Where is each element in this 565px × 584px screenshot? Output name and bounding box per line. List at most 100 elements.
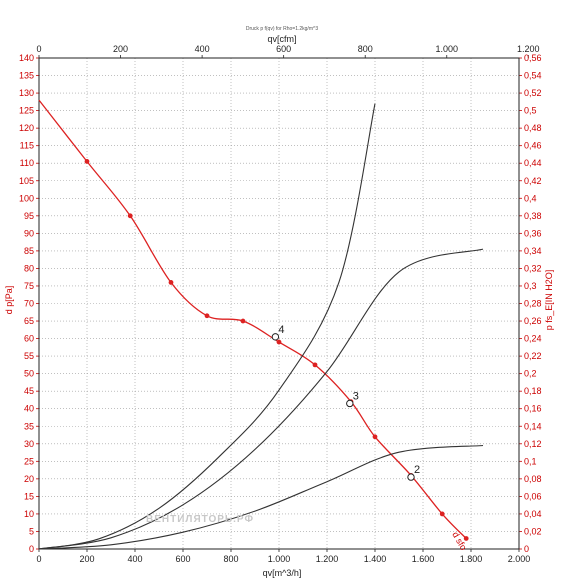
x-top-tick-label: 0 xyxy=(36,44,41,54)
y-left-tick-label: 20 xyxy=(24,474,34,484)
curve-marker xyxy=(463,536,469,541)
x-bottom-tick-label: 0 xyxy=(36,554,41,564)
x-bottom-tick-label: 1.400 xyxy=(364,554,387,564)
y-right-tick-label: 0,08 xyxy=(524,474,542,484)
operating-point-3 xyxy=(346,399,354,408)
series-layer xyxy=(38,99,484,550)
grid xyxy=(39,57,519,550)
y-left-tick-label: 85 xyxy=(24,246,34,256)
y-right-tick-label: 0,24 xyxy=(524,334,542,344)
curve-marker xyxy=(127,213,133,219)
y-right-tick-label: 0,56 xyxy=(524,53,542,63)
x-bottom-tick-label: 200 xyxy=(79,554,94,564)
x-top-tick-label: 400 xyxy=(195,44,210,54)
curve-marker xyxy=(240,318,246,324)
pressure-curve xyxy=(38,99,467,539)
x-bottom-tick-label: 1.800 xyxy=(460,554,483,564)
x-bottom-tick-label: 400 xyxy=(127,554,142,564)
y-right-tick-label: 0,04 xyxy=(524,509,542,519)
y-right-tick-label: 0,3 xyxy=(524,281,537,291)
y-left-tick-label: 55 xyxy=(24,351,34,361)
y-left-tick-label: 70 xyxy=(24,299,34,309)
y-left-tick-label: 115 xyxy=(20,141,34,151)
y-left-tick-label: 125 xyxy=(19,106,34,116)
x-top-tick-label: 600 xyxy=(276,44,291,54)
y-right-tick-label: 0,48 xyxy=(524,123,542,133)
y-right-tick-label: 0,34 xyxy=(524,246,542,256)
x-bottom-tick-label: 600 xyxy=(175,554,190,564)
x-top-tick-label: 800 xyxy=(358,44,373,54)
y-right-tick-label: 0,5 xyxy=(524,106,537,116)
y-right-tick-label: 0,32 xyxy=(524,263,542,273)
y-left-tick-label: 10 xyxy=(24,509,34,519)
curve-marker xyxy=(439,511,445,517)
y-left-tick-label: 5 xyxy=(29,526,34,536)
y-right-tick-label: 0,4 xyxy=(524,193,537,203)
operating-point-4 xyxy=(271,333,280,341)
curve-marker xyxy=(84,159,90,164)
y-left-tick-label: 25 xyxy=(24,456,34,466)
y-right-tick-label: 0,14 xyxy=(524,421,542,431)
y-left-tick-label: 135 xyxy=(19,71,34,81)
y-right-tick-label: 0,54 xyxy=(524,71,542,81)
x-top-tick-label: 1.200 xyxy=(517,44,540,54)
y-left-tick-label: 95 xyxy=(24,211,34,221)
x-bottom-tick-label: 1.600 xyxy=(412,554,435,564)
y-right-tick-label: 0,1 xyxy=(524,456,537,466)
x-bottom-tick-label: 800 xyxy=(223,554,238,564)
x-bottom-tick-label: 1.000 xyxy=(268,554,291,564)
y-left-tick-label: 120 xyxy=(19,123,34,133)
x-axis-title-top: qv[cfm] xyxy=(267,34,296,44)
y-right-tick-label: 0,42 xyxy=(524,176,542,186)
x-bottom-tick-label: 2.000 xyxy=(508,554,531,564)
y-left-tick-label: 0 xyxy=(29,544,34,554)
y-left-tick-label: 60 xyxy=(24,334,34,344)
operating-point-label: 3 xyxy=(353,390,359,402)
y-right-tick-label: 0,16 xyxy=(524,404,542,414)
y-axis-title-right: p fs_E[IN H2O] xyxy=(544,270,554,331)
system-curve-1 xyxy=(38,103,376,550)
y-left-tick-label: 80 xyxy=(24,263,34,273)
curve-marker xyxy=(312,362,318,368)
y-left-tick-label: 100 xyxy=(19,193,34,203)
y-left-tick-label: 140 xyxy=(19,53,34,63)
curve-marker xyxy=(372,434,378,440)
y-right-tick-label: 0,12 xyxy=(524,439,542,449)
chart-title: Druck p f(qv) for Rho=1.2kg/m^3 xyxy=(246,26,318,32)
plot-frame xyxy=(38,57,520,550)
operating-point-2 xyxy=(407,473,415,481)
operating-point-label: 2 xyxy=(414,464,420,476)
y-left-tick-label: 35 xyxy=(24,421,34,431)
x-axis-title-bottom: qv[m^3/h] xyxy=(263,568,302,578)
operating-points: 4 3 2 xyxy=(271,324,420,481)
y-axis-title-left: d p[Pa] xyxy=(4,286,14,315)
curve-marker xyxy=(276,339,282,345)
y-left-tick-label: 65 xyxy=(24,316,34,326)
system-curve-2 xyxy=(38,248,484,550)
y-right-tick-label: 0,18 xyxy=(524,386,542,396)
y-right-tick-label: 0,28 xyxy=(524,299,542,309)
y-right-tick-label: 0,2 xyxy=(524,369,537,379)
y-right-tick-label: 0,44 xyxy=(524,158,542,168)
y-left-tick-label: 45 xyxy=(24,386,34,396)
watermark: ВЕНТИЛЯТОРЬ.РФ xyxy=(146,514,254,525)
y-left-tick-label: 50 xyxy=(24,369,34,379)
y-left-tick-label: 75 xyxy=(24,281,34,291)
y-right-tick-label: 0,36 xyxy=(524,228,542,238)
y-right-tick-label: 0,02 xyxy=(524,526,542,536)
axes xyxy=(36,55,529,552)
y-right-tick-label: 0,06 xyxy=(524,491,542,501)
operating-point-label: 4 xyxy=(278,324,284,336)
x-bottom-tick-label: 1.200 xyxy=(316,554,339,564)
y-left-tick-label: 110 xyxy=(20,158,34,168)
curve-marker xyxy=(168,280,174,285)
system-curve-3 xyxy=(38,444,484,550)
y-right-tick-label: 0,52 xyxy=(524,88,542,98)
y-left-tick-label: 105 xyxy=(19,176,34,186)
curve-marker xyxy=(204,313,210,319)
y-left-tick-label: 15 xyxy=(24,491,34,501)
y-right-tick-label: 0,38 xyxy=(524,211,542,221)
y-right-tick-label: 0 xyxy=(524,544,529,554)
